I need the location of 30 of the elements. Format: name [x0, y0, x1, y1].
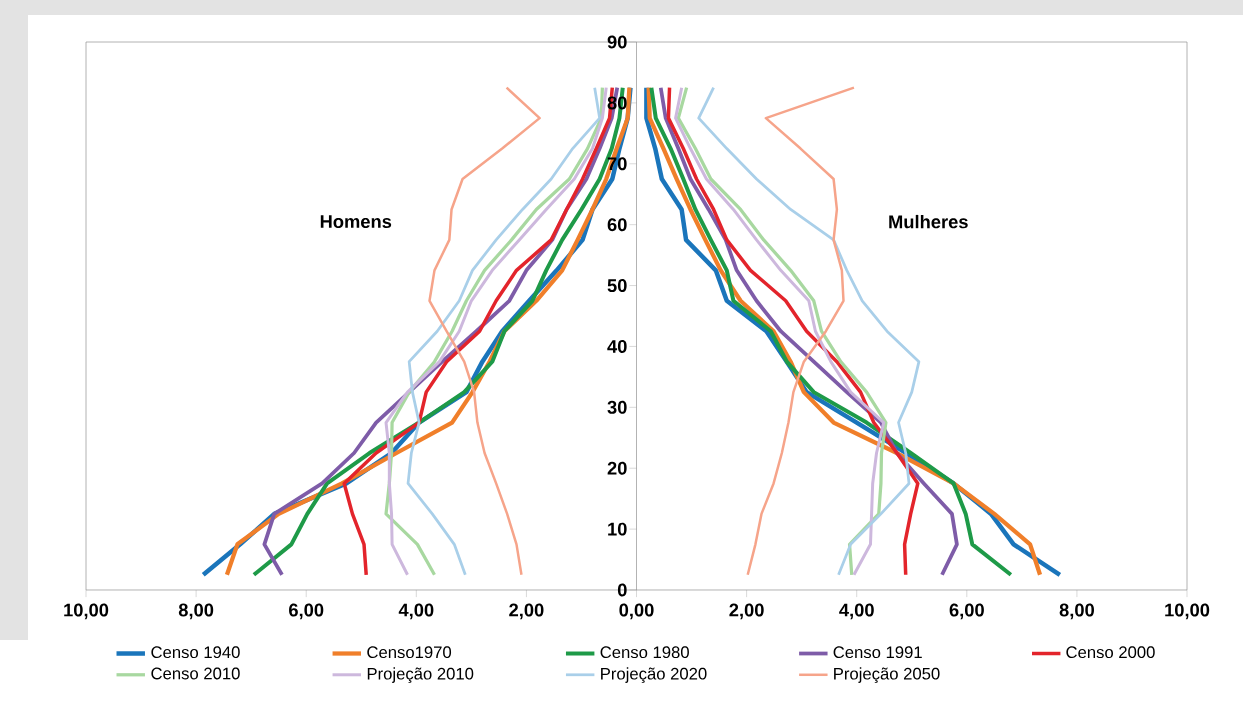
y-tick-label: 20: [607, 461, 627, 475]
x-tick-label: 8,00: [1059, 603, 1094, 620]
x-tick-label: 2,00: [509, 603, 544, 620]
legend-label: Censo 1980: [600, 646, 689, 659]
legend-label: Projeção 2050: [834, 667, 940, 683]
x-tick-label: 6,00: [289, 603, 324, 620]
y-tick-label: 50: [607, 279, 627, 293]
x-tick-label: 8,00: [178, 603, 214, 620]
y-tick-label: 30: [607, 400, 627, 414]
x-tick-label: 6,00: [949, 603, 984, 620]
legend-label: Censo 2000: [1066, 646, 1155, 659]
legend-label: Projeção 2010: [367, 667, 474, 683]
legend-label: Censo1970: [367, 646, 452, 659]
legend-label: Projeção 2020: [601, 667, 707, 683]
y-tick-label: 40: [607, 339, 627, 353]
legend-label: Censo 1940: [151, 646, 240, 659]
x-tick-label: 4,00: [839, 603, 874, 620]
annotation: Homens: [320, 215, 392, 229]
y-tick-label: 0: [617, 583, 627, 597]
y-tick-label: 10: [608, 522, 627, 536]
x-tick-label: 10,00: [1165, 603, 1210, 620]
x-tick-label: 2,00: [729, 603, 764, 620]
x-tick-label: 4,00: [398, 603, 434, 620]
annotation: Mulheres: [889, 214, 968, 229]
y-tick-label: 60: [607, 218, 627, 232]
y-tick-label: 90: [607, 35, 627, 49]
x-tick-label: 10,00: [64, 603, 109, 620]
legend-label: Censo 2010: [151, 667, 240, 680]
legend-label: Censo 1991: [833, 646, 922, 659]
x-tick-label: 0,00: [619, 603, 654, 620]
